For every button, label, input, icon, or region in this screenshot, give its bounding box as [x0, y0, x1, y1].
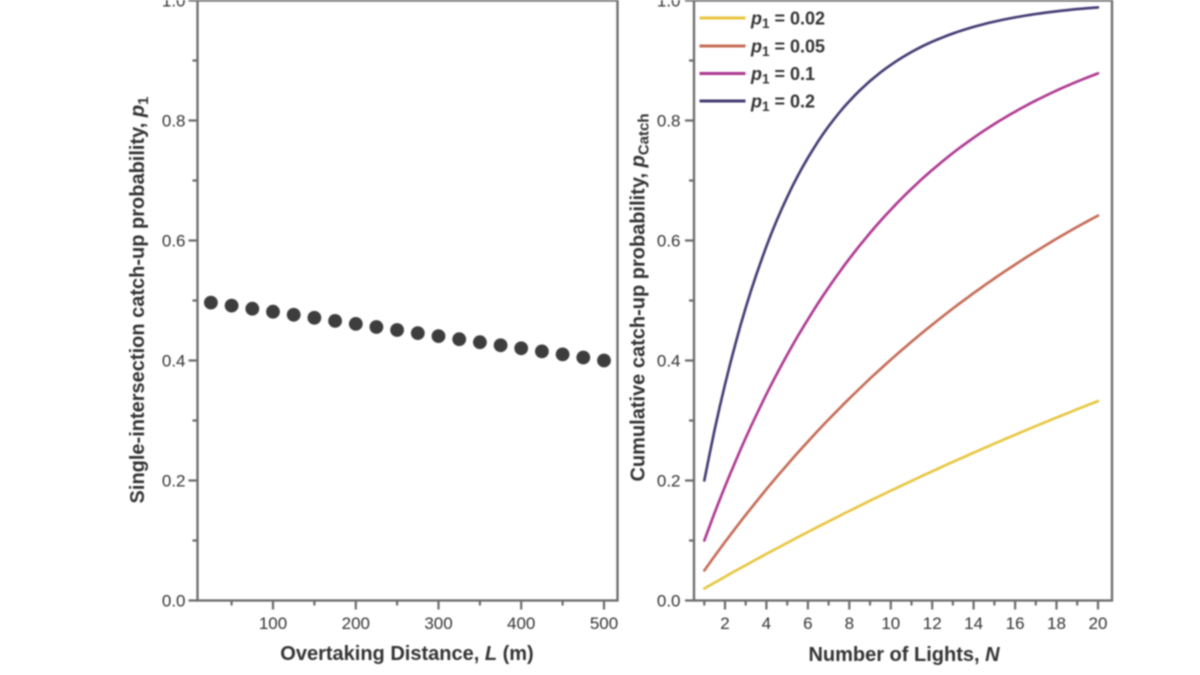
svg-text:Number of Lights, N: Number of Lights, N	[808, 644, 1000, 666]
svg-text:4: 4	[762, 614, 771, 633]
svg-text:200: 200	[342, 614, 370, 633]
svg-text:0.2: 0.2	[162, 472, 186, 491]
svg-text:0.8: 0.8	[162, 112, 186, 131]
svg-text:400: 400	[507, 614, 535, 633]
svg-text:0.4: 0.4	[657, 352, 681, 371]
svg-text:Cumulative catch-up probabilit: Cumulative catch-up probability, pCatch	[628, 113, 653, 481]
svg-text:1.0: 1.0	[162, 0, 186, 11]
svg-text:14: 14	[964, 614, 983, 633]
svg-text:16: 16	[1006, 614, 1025, 633]
svg-text:p1 = 0.05: p1 = 0.05	[750, 37, 825, 60]
svg-text:0.0: 0.0	[162, 592, 186, 611]
svg-text:0.6: 0.6	[657, 232, 681, 251]
svg-text:Single-intersection catch-up p: Single-intersection catch-up probability…	[127, 97, 152, 504]
svg-text:18: 18	[1047, 614, 1066, 633]
svg-text:100: 100	[259, 614, 287, 633]
svg-text:p1 = 0.2: p1 = 0.2	[750, 92, 815, 115]
svg-text:500: 500	[590, 614, 618, 633]
svg-text:6: 6	[803, 614, 812, 633]
svg-text:p1 = 0.1: p1 = 0.1	[750, 64, 815, 87]
svg-text:2: 2	[720, 614, 729, 633]
svg-text:0.8: 0.8	[657, 112, 681, 131]
svg-text:p1 = 0.02: p1 = 0.02	[750, 9, 825, 32]
svg-text:10: 10	[881, 614, 900, 633]
svg-text:300: 300	[424, 614, 452, 633]
svg-text:12: 12	[923, 614, 942, 633]
svg-text:0.2: 0.2	[657, 472, 681, 491]
svg-text:20: 20	[1089, 614, 1108, 633]
svg-text:0.6: 0.6	[162, 232, 186, 251]
svg-text:8: 8	[845, 614, 854, 633]
svg-text:1.0: 1.0	[657, 0, 681, 11]
svg-text:Overtaking Distance, L (m): Overtaking Distance, L (m)	[280, 643, 533, 665]
svg-text:0.0: 0.0	[657, 592, 681, 611]
svg-text:0.4: 0.4	[162, 352, 186, 371]
